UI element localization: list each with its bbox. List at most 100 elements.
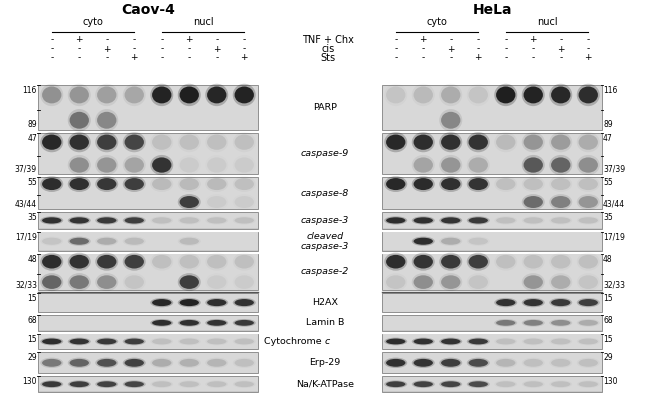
Ellipse shape <box>441 217 460 224</box>
Ellipse shape <box>523 359 543 367</box>
Ellipse shape <box>177 84 201 106</box>
Ellipse shape <box>413 339 433 345</box>
Ellipse shape <box>441 381 460 387</box>
Ellipse shape <box>494 319 517 327</box>
Ellipse shape <box>40 216 63 224</box>
Ellipse shape <box>469 275 488 289</box>
Ellipse shape <box>97 381 116 387</box>
Ellipse shape <box>551 178 571 190</box>
Text: -: - <box>105 54 109 62</box>
Ellipse shape <box>40 132 63 152</box>
Text: +: + <box>103 44 111 54</box>
Ellipse shape <box>441 339 460 345</box>
Ellipse shape <box>70 339 89 345</box>
Text: -: - <box>504 35 508 44</box>
Ellipse shape <box>42 275 62 289</box>
Bar <box>382 232 601 250</box>
Text: PARP: PARP <box>313 103 337 112</box>
Text: -: - <box>504 44 508 54</box>
Ellipse shape <box>549 84 572 106</box>
Ellipse shape <box>96 380 118 388</box>
Ellipse shape <box>207 320 226 326</box>
Ellipse shape <box>40 253 63 271</box>
Ellipse shape <box>522 273 545 291</box>
Ellipse shape <box>68 338 91 345</box>
Text: +: + <box>447 44 454 54</box>
Ellipse shape <box>179 275 199 289</box>
Ellipse shape <box>386 87 406 104</box>
Ellipse shape <box>441 158 460 172</box>
Ellipse shape <box>68 253 91 271</box>
Ellipse shape <box>150 298 174 307</box>
Text: -: - <box>532 44 535 54</box>
Ellipse shape <box>413 87 433 104</box>
Text: -: - <box>422 44 425 54</box>
Ellipse shape <box>123 216 146 224</box>
Ellipse shape <box>411 357 435 368</box>
Ellipse shape <box>70 238 89 245</box>
Ellipse shape <box>496 359 515 367</box>
Ellipse shape <box>207 299 226 306</box>
Ellipse shape <box>551 299 571 306</box>
Ellipse shape <box>551 158 571 172</box>
Text: 29: 29 <box>27 353 37 362</box>
Ellipse shape <box>70 381 89 387</box>
Bar <box>38 85 258 130</box>
Text: 43/44: 43/44 <box>603 199 625 208</box>
Text: -: - <box>160 35 163 44</box>
Ellipse shape <box>439 380 462 388</box>
Ellipse shape <box>496 135 515 150</box>
Text: Lamin B: Lamin B <box>306 318 345 327</box>
Bar <box>382 177 602 209</box>
Bar <box>382 294 601 312</box>
Ellipse shape <box>384 380 408 388</box>
Text: 15: 15 <box>27 294 37 303</box>
Ellipse shape <box>70 359 89 367</box>
Ellipse shape <box>125 158 144 172</box>
Ellipse shape <box>523 158 543 172</box>
Bar <box>38 294 257 312</box>
Ellipse shape <box>179 299 199 306</box>
Ellipse shape <box>386 217 406 224</box>
Ellipse shape <box>494 84 517 106</box>
Ellipse shape <box>40 273 63 291</box>
Ellipse shape <box>496 87 515 104</box>
Text: 15: 15 <box>603 294 612 303</box>
Ellipse shape <box>123 338 146 345</box>
Ellipse shape <box>411 216 435 224</box>
Ellipse shape <box>70 112 89 129</box>
Ellipse shape <box>207 381 226 387</box>
Ellipse shape <box>578 217 598 224</box>
Ellipse shape <box>439 155 462 175</box>
Ellipse shape <box>578 320 598 326</box>
Text: 130: 130 <box>23 377 37 386</box>
Text: +: + <box>419 35 427 44</box>
Bar <box>382 293 602 312</box>
Ellipse shape <box>411 132 435 152</box>
Text: cyto: cyto <box>426 17 447 27</box>
Text: H2AX: H2AX <box>312 298 338 307</box>
Ellipse shape <box>551 339 571 345</box>
Ellipse shape <box>549 132 572 152</box>
Ellipse shape <box>578 135 598 150</box>
Ellipse shape <box>523 299 543 306</box>
Ellipse shape <box>123 357 146 368</box>
Ellipse shape <box>441 359 460 367</box>
Ellipse shape <box>125 87 144 104</box>
Ellipse shape <box>235 87 254 104</box>
Ellipse shape <box>439 273 462 291</box>
Text: -: - <box>133 35 136 44</box>
Bar <box>38 212 258 229</box>
Ellipse shape <box>523 255 543 268</box>
Text: 55: 55 <box>27 178 37 187</box>
Ellipse shape <box>205 319 228 327</box>
Ellipse shape <box>152 339 172 345</box>
Text: -: - <box>394 54 397 62</box>
Ellipse shape <box>207 217 226 224</box>
Ellipse shape <box>152 87 172 104</box>
Ellipse shape <box>235 178 254 190</box>
Text: -: - <box>215 35 218 44</box>
Ellipse shape <box>40 84 63 106</box>
Bar <box>38 293 258 312</box>
Bar <box>38 232 258 251</box>
